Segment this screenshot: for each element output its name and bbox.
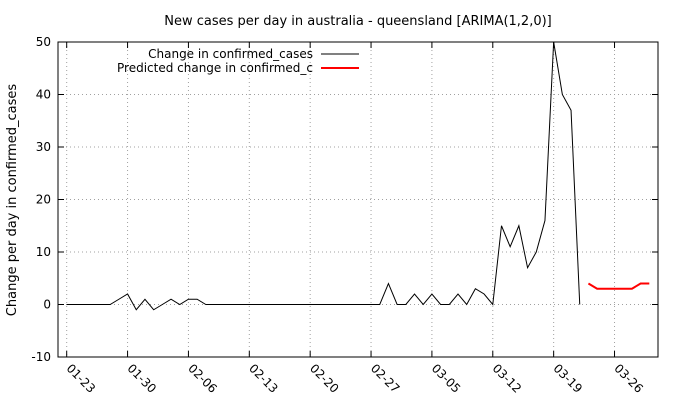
series-layer — [66, 41, 650, 311]
y-tick-label: 30 — [36, 140, 51, 154]
chart-title: New cases per day in australia - queensl… — [164, 14, 552, 29]
y-tick-label: 0 — [43, 298, 51, 312]
y-tick-label: 50 — [36, 35, 51, 49]
grid — [58, 42, 658, 357]
x-tick-label: 02-06 — [185, 361, 220, 396]
x-tick-label: 02-13 — [246, 361, 281, 396]
x-tick-label: 02-27 — [368, 361, 403, 396]
x-tick-label: 03-12 — [490, 361, 525, 396]
x-tick-label: 01-30 — [124, 361, 159, 396]
legend-label-actual: Change in confirmed_cases — [148, 47, 313, 61]
plot-border — [57, 41, 659, 358]
y-axis-label: Change per day in confirmed_cases — [5, 84, 20, 317]
y-tick-label: 10 — [36, 245, 51, 259]
x-tick-label: 03-19 — [551, 361, 586, 396]
y-tick-label: -10 — [31, 350, 51, 364]
y-tick-label: 20 — [36, 193, 51, 207]
legend-label-predicted: Predicted change in confirmed_c — [117, 61, 313, 75]
x-tick-label: 03-05 — [429, 361, 464, 396]
x-tick-label: 01-23 — [64, 361, 99, 396]
y-tick-label: 40 — [36, 88, 51, 102]
x-tick-label: 02-20 — [307, 361, 342, 396]
x-tick-label: 03-26 — [611, 361, 646, 396]
axes: -10 0 10 20 30 40 50 01-23 01-30 02-06 02-13 02-20 0… — [31, 35, 659, 396]
series-line-predicted — [587, 282, 650, 290]
series-line-actual — [66, 41, 581, 311]
